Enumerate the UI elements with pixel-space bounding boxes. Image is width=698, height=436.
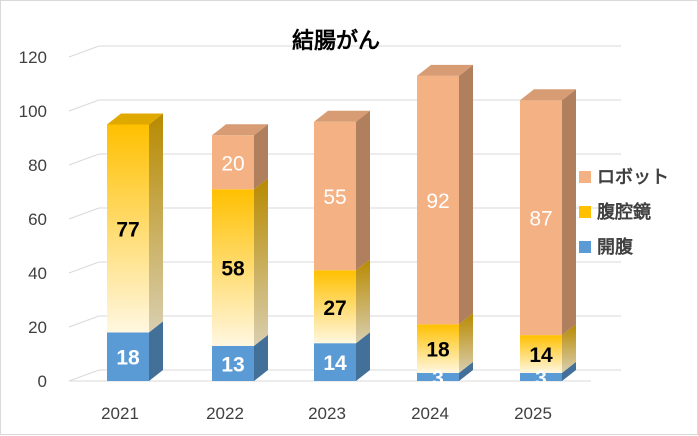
bar-segment-side: [562, 324, 576, 373]
bar-segment-side: [254, 124, 268, 190]
x-tick-label: 2025: [514, 404, 552, 423]
bar-segment-front: [314, 121, 356, 271]
bar-top-face: [212, 124, 268, 136]
gridline: [68, 45, 621, 58]
data-label: 14: [323, 352, 347, 375]
data-label: 18: [426, 339, 450, 362]
data-label: 13: [221, 353, 244, 376]
data-label: 3: [535, 367, 547, 390]
bar-segment-front: [520, 372, 562, 381]
bar-top-face: [107, 113, 163, 125]
bar-segment-front: [212, 189, 254, 346]
y-tick-label: 120: [19, 48, 47, 67]
data-label: 14: [529, 344, 553, 367]
x-tick-label: 2023: [308, 404, 346, 423]
data-label: 3: [432, 367, 444, 390]
bar-segment-front: [107, 332, 149, 381]
legend-swatch: [579, 206, 591, 218]
bar-segment-side: [562, 361, 576, 381]
data-label: 55: [323, 186, 346, 209]
bar-top-face: [520, 89, 576, 101]
y-tick-label: 20: [28, 318, 47, 337]
bar-segment-front: [520, 100, 562, 336]
bar-segment-front: [417, 324, 459, 373]
data-label: 87: [529, 208, 552, 231]
bar-segment-side: [459, 361, 473, 381]
bar-segment-side: [356, 259, 370, 344]
y-tick-label: 100: [19, 102, 47, 121]
bars: [107, 64, 576, 381]
bar-segment-side: [356, 110, 370, 271]
legend-swatch: [579, 241, 591, 253]
y-tick-label: 40: [28, 264, 47, 283]
bar-segment-front: [314, 270, 356, 344]
bar-segment-front: [520, 335, 562, 373]
data-label: 77: [116, 218, 139, 241]
y-tick-label: 80: [28, 156, 47, 175]
bar-segment-front: [417, 372, 459, 381]
bar-top-face: [314, 110, 370, 122]
data-label: 20: [221, 152, 244, 175]
axes: 0 20 40 60 80 100 120 2021 2022 2023 2024 2025: [19, 48, 591, 423]
gridlines: [68, 45, 621, 382]
x-tick-label: 2024: [411, 404, 449, 423]
data-label: 58: [221, 258, 245, 281]
x-tick-label: 2022: [206, 404, 244, 423]
y-tick-label: 0: [38, 372, 47, 391]
bar-segment-side: [149, 113, 163, 333]
legend-label: 開腹: [597, 236, 634, 258]
x-tick-label: 2021: [101, 404, 139, 423]
bar-segment-front: [314, 343, 356, 381]
data-label: 92: [426, 190, 449, 213]
bar-segment-side: [356, 332, 370, 381]
bar-segment-front: [212, 135, 254, 190]
bar-segment-side: [254, 178, 268, 346]
legend-swatch: [579, 171, 591, 183]
bar-top-face: [417, 64, 473, 76]
legend-label: ロボット: [597, 167, 669, 188]
y-tick-label: 60: [28, 210, 47, 229]
bar-segment-side: [254, 334, 268, 381]
bar-segment-side: [149, 321, 163, 381]
bar-segment-side: [562, 89, 576, 336]
bar-segment-front: [107, 124, 149, 333]
legend-label: 腹腔鏡: [597, 201, 651, 223]
bar-segment-side: [459, 313, 473, 373]
bar-segment-front: [212, 345, 254, 381]
bar-segment-side: [459, 64, 473, 325]
data-label: 27: [323, 297, 346, 320]
chart-title: 結腸がん: [292, 28, 380, 54]
data-label: 18: [116, 347, 140, 370]
bar-segment-front: [417, 75, 459, 325]
